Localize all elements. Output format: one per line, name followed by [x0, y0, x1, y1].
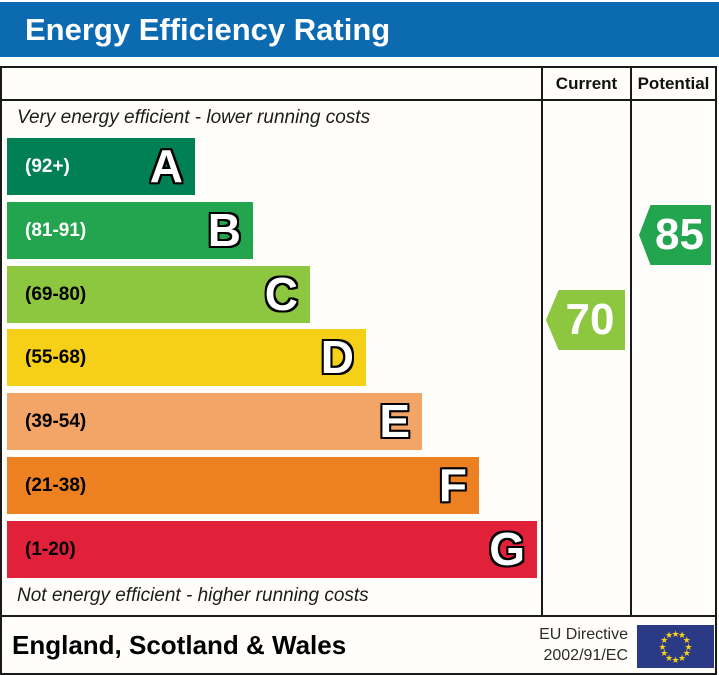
- eu-flag-star: ★: [682, 648, 691, 658]
- eu-flag-star: ★: [677, 630, 687, 641]
- eu-flag-star: ★: [671, 628, 680, 639]
- band-bar-b: (81-91) B: [7, 202, 253, 259]
- band-range-label: (1-20): [25, 539, 76, 560]
- page-title: Energy Efficiency Rating: [25, 12, 391, 47]
- eu-flag-star: ★: [664, 630, 674, 641]
- eu-directive-line2: 2002/91/EC: [543, 647, 628, 664]
- eu-directive-label: EU Directive 2002/91/EC: [539, 624, 628, 666]
- eu-flag-star: ★: [664, 652, 674, 663]
- eu-flag-star: ★: [682, 635, 691, 645]
- column-header-current: Current: [555, 74, 618, 93]
- eu-flag-star: ★: [660, 635, 669, 645]
- band-letter: F: [438, 459, 467, 511]
- band-bar-g: (1-20) G: [7, 521, 537, 578]
- band-range-label: (81-91): [25, 220, 87, 241]
- band-bar-d: (55-68) D: [7, 329, 366, 386]
- eu-flag-star: ★: [677, 652, 687, 663]
- current-rating-arrow: 70: [546, 290, 625, 350]
- column-divider-left: [541, 68, 543, 615]
- caption-very-efficient: Very energy efficient - lower running co…: [17, 107, 371, 128]
- band-letter: C: [264, 268, 298, 320]
- caption-not-efficient: Not energy efficient - higher running co…: [17, 585, 369, 606]
- column-divider-right: [630, 68, 632, 615]
- band-bar-c: (69-80) C: [7, 266, 310, 323]
- band-range-label: (69-80): [25, 284, 87, 305]
- band-letter: G: [489, 523, 525, 575]
- band-letter: A: [149, 140, 183, 192]
- eu-directive-line1: EU Directive: [539, 626, 628, 643]
- band-bar-a: (92+) A: [7, 138, 195, 195]
- eu-flag-star: ★: [658, 641, 667, 652]
- band-letter: E: [379, 395, 410, 447]
- eu-flag-star: ★: [660, 648, 669, 658]
- eu-flag-star: ★: [684, 641, 693, 652]
- band-range-label: (55-68): [25, 347, 87, 368]
- band-bar-f: (21-38) F: [7, 457, 479, 514]
- region-label: England, Scotland & Wales: [12, 630, 347, 660]
- potential-rating-arrow: 85: [639, 205, 711, 265]
- band-range-label: (39-54): [25, 411, 87, 432]
- eu-flag-icon: ★ ★ ★ ★ ★ ★ ★ ★ ★ ★ ★ ★: [637, 625, 714, 668]
- band-letter: D: [320, 331, 354, 383]
- eu-flag-star: ★: [671, 654, 680, 665]
- table-header-row: Current Potential: [2, 68, 715, 101]
- band-letter: B: [207, 204, 241, 256]
- rating-table: Current Potential Very energy efficient …: [0, 66, 717, 617]
- column-header-potential: Potential: [637, 74, 710, 93]
- title-bar: Energy Efficiency Rating: [0, 2, 719, 57]
- footer-bar: England, Scotland & Wales EU Directive 2…: [0, 617, 717, 675]
- band-bar-e: (39-54) E: [7, 393, 422, 450]
- band-range-label: (92+): [25, 156, 70, 177]
- band-range-label: (21-38): [25, 475, 87, 496]
